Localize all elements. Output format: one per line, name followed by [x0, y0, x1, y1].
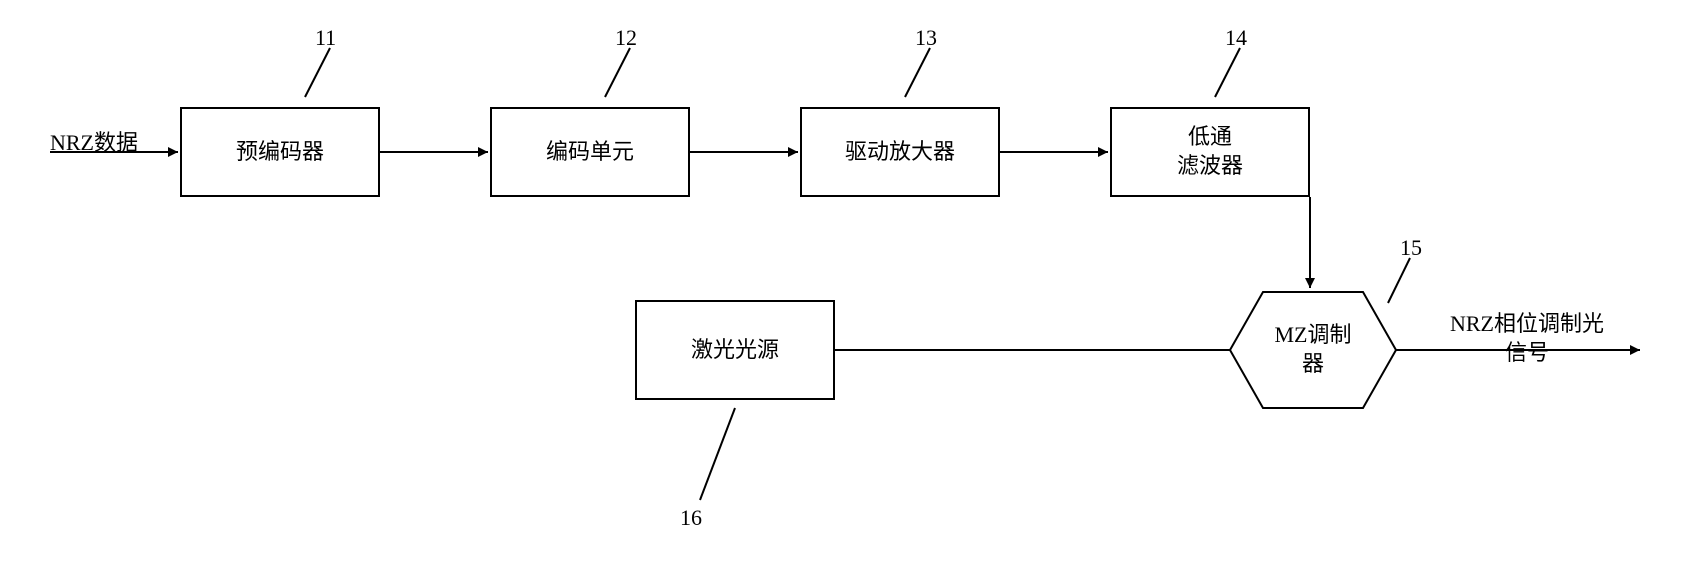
node-laser-source: 激光光源: [635, 300, 835, 400]
node-driver-amp: 驱动放大器: [800, 107, 1000, 197]
ref-num-16: 16: [680, 505, 702, 531]
node-lpf: 低通 滤波器: [1110, 107, 1310, 197]
input-label: NRZ数据: [50, 125, 138, 157]
node-lpf-label: 低通 滤波器: [1177, 123, 1243, 180]
node-encoder: 编码单元: [490, 107, 690, 197]
ref-num-15: 15: [1400, 235, 1422, 261]
ref-num-13: 13: [915, 25, 937, 51]
node-mz-modulator-label: MZ调制 器: [1228, 290, 1398, 410]
ref-num-14: 14: [1225, 25, 1247, 51]
node-laser-source-label: 激光光源: [691, 336, 779, 365]
ref-num-12: 12: [615, 25, 637, 51]
node-precoder-label: 预编码器: [236, 138, 324, 167]
node-precoder: 预编码器: [180, 107, 380, 197]
connectors: [0, 0, 1696, 568]
node-encoder-label: 编码单元: [546, 138, 634, 167]
ref-num-11: 11: [315, 25, 336, 51]
node-driver-amp-label: 驱动放大器: [845, 138, 955, 167]
output-label: NRZ相位调制光 信号: [1450, 310, 1604, 367]
